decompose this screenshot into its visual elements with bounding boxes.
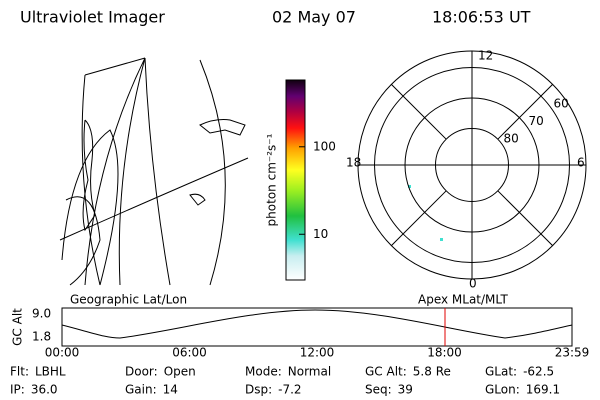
strip-left-title: Geographic Lat/Lon (70, 293, 187, 307)
colorbar-tick-label: 10 (313, 227, 328, 241)
strip-x-tick: 00:00 (45, 346, 80, 360)
strip-y-tick: 1.8 (32, 330, 51, 344)
altitude-curve (61, 309, 573, 339)
info-label: GLat: (485, 365, 517, 379)
strip-x-tick: 23:59 (555, 346, 590, 360)
strip-frame (61, 307, 573, 347)
date: 02 May 07 (272, 8, 356, 27)
info-label: Dsp: (245, 383, 272, 397)
info-value: -62.5 (523, 365, 554, 379)
aurora-pixel (440, 238, 443, 241)
strip-x-tick: 18:00 (427, 346, 462, 360)
info-label: Door: (125, 365, 158, 379)
info-value: LBHL (35, 365, 66, 379)
info-value: 14 (163, 383, 178, 397)
info-value: Open (164, 365, 196, 379)
info-label: Seq: (365, 383, 392, 397)
info-value: Normal (288, 365, 331, 379)
lat-ring-label: 70 (529, 114, 544, 128)
lat-ring (374, 67, 570, 263)
lat-ring (435, 128, 509, 202)
mlt-label: 12 (478, 49, 493, 63)
info-label: GC Alt: (365, 365, 407, 379)
time: 18:06:53 UT (432, 8, 531, 27)
title: Ultraviolet Imager (20, 8, 165, 27)
polar-spoke (497, 84, 553, 140)
polar-plot (357, 50, 587, 280)
info-label: GLon: (485, 383, 520, 397)
lat-ring-label: 80 (504, 131, 519, 145)
aurora-pixel (408, 185, 411, 188)
info-value: -7.2 (278, 383, 301, 397)
polar-spoke (391, 84, 447, 140)
lat-ring-label: 60 (554, 96, 569, 110)
info-label: Gain: (125, 383, 157, 397)
mlt-label: 6 (577, 156, 585, 170)
strip-x-tick: 12:00 (300, 346, 335, 360)
mlt-label: 18 (346, 156, 361, 170)
colorbar (285, 79, 306, 281)
colorbar-tick-label: 100 (313, 139, 336, 153)
info-value: 39 (398, 383, 413, 397)
info-label: Mode: (245, 365, 282, 379)
info-label: Flt: (10, 365, 29, 379)
geographic-map (59, 57, 249, 286)
polar-spoke (497, 190, 553, 246)
strip-x-tick: 06:00 (172, 346, 207, 360)
strip-right-title: Apex MLat/MLT (418, 293, 508, 307)
info-value: 36.0 (31, 383, 58, 397)
strip-y-label: GC Alt (11, 308, 25, 346)
info-value: 169.1 (526, 383, 560, 397)
lat-ring (404, 97, 540, 233)
info-value: 5.8 Re (413, 365, 451, 379)
info-label: IP: (10, 383, 25, 397)
strip-y-tick: 9.0 (32, 307, 51, 321)
colorbar-label: photon cm⁻²s⁻¹ (265, 133, 279, 226)
polar-spoke (391, 190, 447, 246)
mlt-label: 0 (469, 277, 477, 291)
